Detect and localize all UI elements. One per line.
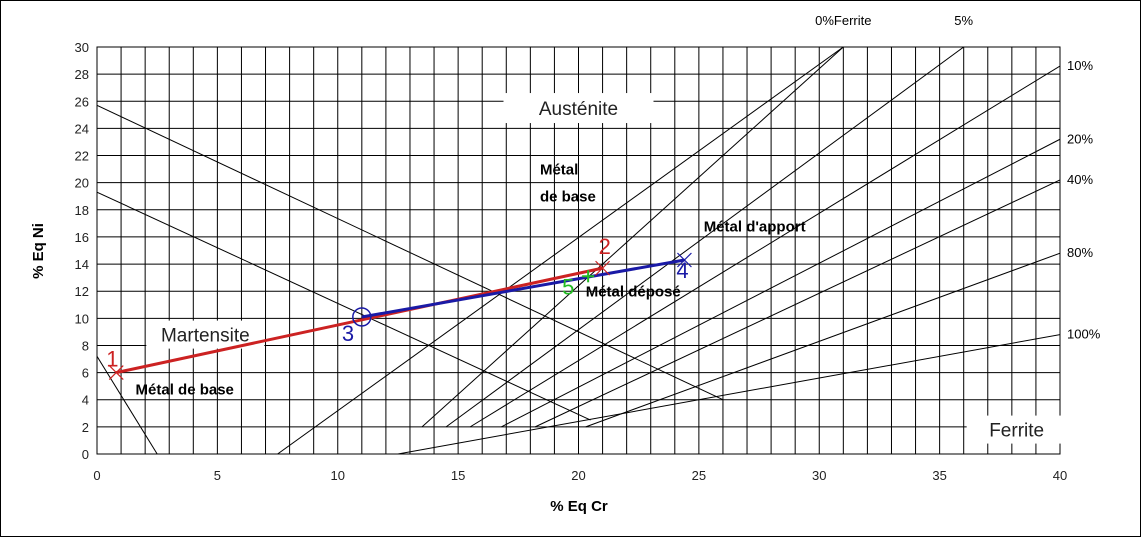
ferrite-line <box>501 138 1060 428</box>
x-tick-label: 5 <box>214 468 221 483</box>
ferrite-line <box>585 252 1060 428</box>
phase-boundary-line <box>277 47 844 454</box>
y-tick-label: 22 <box>75 149 89 164</box>
zone-labels: Austénite Martensite Ferrite <box>146 93 1067 444</box>
y-tick-label: 26 <box>75 94 89 109</box>
tick-labels: 0 5 10 15 20 25 30 35 40024681012141618202224262… <box>75 40 1068 483</box>
point-label: 1 <box>106 347 118 372</box>
x-tick-label: 30 <box>812 468 826 483</box>
ferrite-percentage-label: 5% <box>954 13 973 28</box>
point-marker <box>352 307 372 327</box>
ferrite-percentage-label: 0%Ferrite <box>815 13 871 28</box>
y-axis-label: % Eq Ni <box>30 223 47 279</box>
ferrite-percentage-label: 100% <box>1067 327 1101 342</box>
composition-line <box>361 258 685 319</box>
ferrite-line <box>534 179 1060 428</box>
ferrite-percentage-label: 40% <box>1067 172 1093 187</box>
x-tick-label: 20 <box>571 468 585 483</box>
point-label: 3 <box>342 321 354 346</box>
point-label: 2 <box>599 234 611 259</box>
x-axis-label: % Eq Cr <box>550 498 608 515</box>
y-tick-label: 30 <box>75 40 89 55</box>
annotation-label: de base <box>540 189 596 206</box>
annotation-label: Métal d'apport <box>704 219 806 236</box>
diagram-lines <box>97 47 1060 454</box>
y-tick-label: 8 <box>82 338 89 353</box>
ferrite-line <box>469 65 1060 428</box>
ferrite-percentage-label: 20% <box>1067 131 1093 146</box>
point-marker <box>677 252 692 268</box>
y-tick-label: 0 <box>82 447 89 462</box>
composition-line <box>115 266 603 375</box>
y-tick-label: 2 <box>82 420 89 435</box>
ferrite-percentage-label: 10% <box>1067 58 1093 73</box>
annotation-label: Métal de base <box>136 381 234 398</box>
ferrite-percentage-label: 80% <box>1067 245 1093 260</box>
point-marker <box>595 260 610 276</box>
ferrite-line <box>421 47 844 428</box>
zone-label-background <box>503 93 654 124</box>
annotation-label: Métal déposé <box>586 284 681 301</box>
y-tick-label: 16 <box>75 230 89 245</box>
y-tick-label: 4 <box>82 393 89 408</box>
point-label: 4 <box>676 258 688 283</box>
annotations: Métal de base Métal de base Métal d'apport M… <box>136 162 806 399</box>
x-tick-label: 35 <box>932 468 946 483</box>
point-label: 5 <box>562 274 574 299</box>
phase-boundary-line <box>97 104 724 401</box>
x-tick-label: 40 <box>1053 468 1067 483</box>
zone-label-background <box>966 415 1067 444</box>
y-tick-label: 20 <box>75 176 89 191</box>
phase-boundary-line <box>97 356 158 454</box>
x-tick-label: 15 <box>451 468 465 483</box>
y-tick-label: 6 <box>82 366 89 381</box>
series: 1 2 3 4 5 <box>106 234 692 381</box>
plot-border <box>96 46 1061 455</box>
annotation-label: Métal <box>540 162 578 179</box>
x-tick-label: 0 <box>93 468 100 483</box>
y-tick-label: 18 <box>75 203 89 218</box>
zone-label: Austénite <box>539 99 618 120</box>
phase-boundary-line <box>97 191 591 421</box>
ferrite-labels: 0%Ferrite 5% 10% 20% 40% 80% 100% <box>815 13 1101 342</box>
zone-label: Ferrite <box>989 421 1044 442</box>
x-tick-label: 25 <box>692 468 706 483</box>
point-marker <box>108 365 124 381</box>
y-tick-label: 24 <box>75 121 89 136</box>
plot-frame <box>96 46 1061 455</box>
ferrite-line <box>397 334 1060 454</box>
x-tick-label: 10 <box>331 468 345 483</box>
y-tick-label: 14 <box>75 257 89 272</box>
y-tick-label: 12 <box>75 284 89 299</box>
grid <box>96 46 1061 455</box>
y-tick-label: 10 <box>75 311 89 326</box>
ferrite-line <box>445 47 964 428</box>
zone-label: Martensite <box>161 326 250 347</box>
y-tick-label: 28 <box>75 67 89 82</box>
